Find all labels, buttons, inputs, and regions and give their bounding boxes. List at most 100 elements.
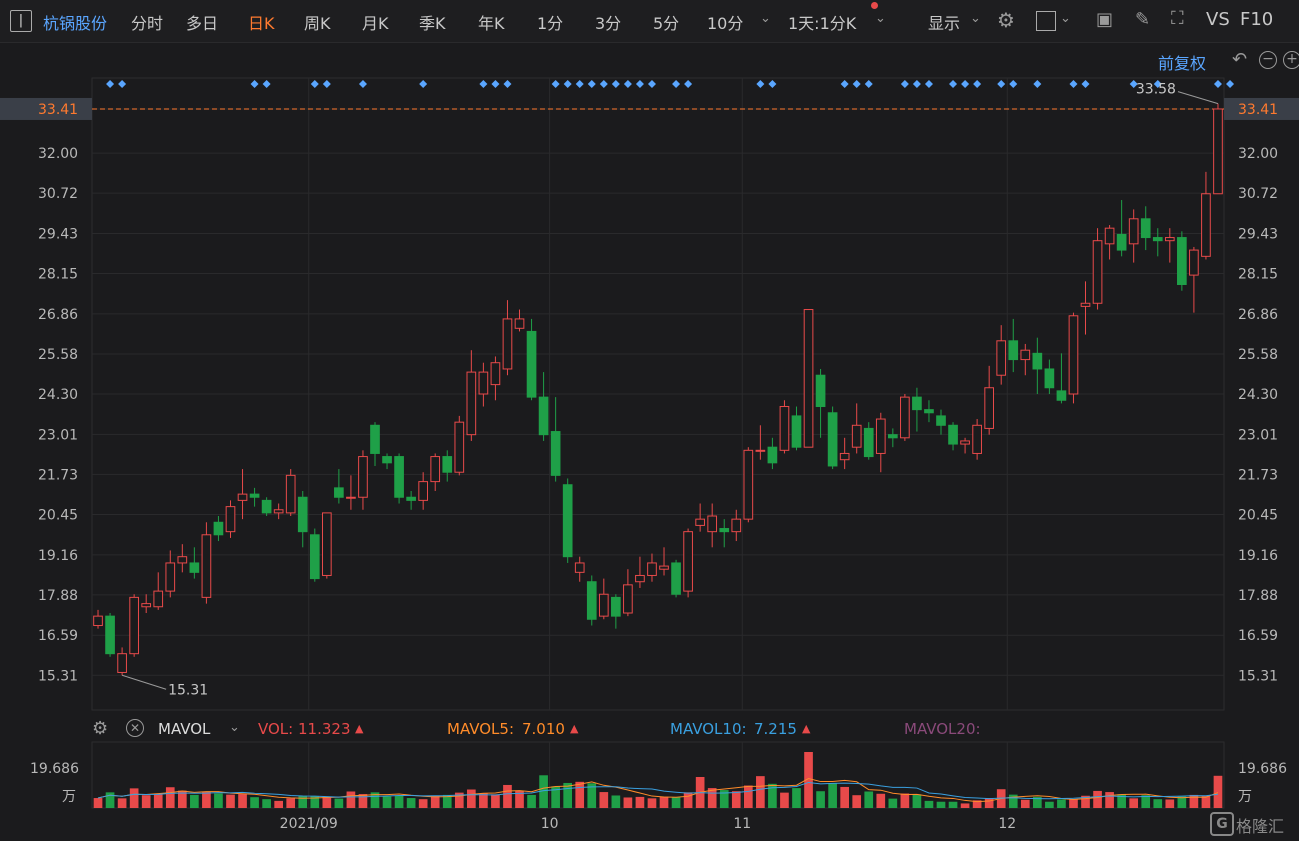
volume-bar <box>334 798 344 808</box>
volume-bar <box>539 775 548 808</box>
indicator-name[interactable]: MAVOL <box>158 720 211 738</box>
volume-bar <box>780 792 789 808</box>
mavol20-label: MAVOL20: <box>904 720 981 738</box>
zoom-out-icon[interactable]: − <box>1259 51 1277 69</box>
candle-body <box>93 615 103 627</box>
camera-icon[interactable]: ▣ <box>1096 9 1114 30</box>
chevron-down-icon[interactable]: ⌄ <box>970 11 981 26</box>
tab-1min[interactable]: 1分 <box>537 14 564 33</box>
volume-bar <box>984 798 994 808</box>
tab-multi-day[interactable]: 多日 <box>186 14 219 33</box>
tab-weekly-k[interactable]: 周K <box>304 14 331 33</box>
volume-bar <box>310 796 320 808</box>
candle-body <box>153 590 164 608</box>
f10-button[interactable]: F10 <box>1240 9 1274 30</box>
volume-bar <box>840 786 849 808</box>
display-dropdown[interactable]: 显示 <box>928 14 961 33</box>
y-tick-label-right: 33.41 <box>1238 102 1278 118</box>
chevron-down-icon[interactable]: ⌄ <box>875 11 886 26</box>
volume-bar <box>298 795 308 808</box>
panel-toggle-icon[interactable]: | <box>10 10 32 32</box>
signal-diamond <box>491 80 500 88</box>
mavol5-label: MAVOL5: <box>447 720 515 738</box>
x-tick-label: 11 <box>733 816 751 832</box>
vs-button[interactable]: VS <box>1206 9 1230 30</box>
adjust-mode[interactable]: 前复权 <box>1158 54 1207 73</box>
volume-bar <box>165 787 175 808</box>
volume-bar <box>274 800 283 808</box>
volume-bar <box>153 793 163 808</box>
close-icon[interactable]: ✕ <box>126 719 144 737</box>
candle-body <box>755 449 766 452</box>
period-select[interactable]: 1天:1分K <box>788 14 857 33</box>
zoom-in-icon[interactable]: + <box>1283 51 1299 69</box>
fullscreen-icon[interactable]: ⛶ <box>1171 8 1184 29</box>
volume-bar <box>503 784 512 808</box>
candle-body <box>346 496 356 499</box>
gear-icon[interactable]: ⚙ <box>997 8 1015 32</box>
x-tick-label: 10 <box>541 816 559 832</box>
candle-body <box>141 603 152 608</box>
candle-body <box>996 340 1007 376</box>
candle-body <box>936 415 946 426</box>
candle-body <box>562 484 573 558</box>
volume-bar <box>635 796 645 808</box>
candle-body <box>442 456 453 473</box>
signal-diamond <box>563 80 572 88</box>
volume-bar <box>768 783 777 808</box>
tab-5min[interactable]: 5分 <box>653 14 680 33</box>
candle-body <box>261 499 272 514</box>
volume-bar <box>1213 775 1223 808</box>
tab-3min[interactable]: 3分 <box>595 14 622 33</box>
volume-bar <box>912 794 922 808</box>
gear-icon[interactable]: ⚙ <box>92 718 109 739</box>
candle-body <box>285 474 296 514</box>
candle-body <box>189 562 200 573</box>
volume-bar <box>731 791 741 808</box>
signal-diamond <box>768 80 777 88</box>
y-tick-label-right: 23.01 <box>1238 427 1278 443</box>
candle-body <box>1020 349 1031 361</box>
candle-body <box>586 581 597 620</box>
chevron-down-icon[interactable]: ⌄ <box>760 11 771 26</box>
candle-body <box>273 509 284 514</box>
signal-diamond <box>912 80 921 88</box>
signal-diamond <box>997 80 1006 88</box>
volume-bar <box>587 783 597 808</box>
volume-bar <box>1069 799 1078 808</box>
pencil-icon[interactable]: ✎ <box>1135 9 1151 30</box>
signal-diamond <box>1129 80 1138 88</box>
candle-body <box>201 534 212 598</box>
tab-daily-k[interactable]: 日K <box>248 14 275 33</box>
chevron-down-icon[interactable]: ⌄ <box>229 720 240 735</box>
mavol10-line <box>97 781 1219 800</box>
chevron-down-icon[interactable]: ⌄ <box>1060 11 1071 26</box>
candle-body <box>297 496 308 533</box>
volume-bar <box>515 790 524 808</box>
candle-body <box>743 449 754 520</box>
y-tick-label-left: 28.15 <box>38 267 78 283</box>
undo-icon[interactable]: ↶ <box>1232 49 1248 70</box>
volume-bar <box>93 798 103 808</box>
tab-yearly-k[interactable]: 年K <box>478 14 505 33</box>
y-tick-label-right: 30.72 <box>1238 186 1278 202</box>
volume-bar <box>141 795 151 808</box>
candle-body <box>334 487 344 498</box>
volume-bar <box>1165 799 1175 808</box>
tab-10min[interactable]: 10分 <box>707 14 744 33</box>
candle-body <box>526 330 537 398</box>
y-tick-label-right: 21.73 <box>1238 467 1278 483</box>
tab-intraday[interactable]: 分时 <box>131 14 164 33</box>
square-icon[interactable] <box>1036 11 1056 31</box>
volume-bar <box>346 791 356 808</box>
signal-diamond <box>1153 80 1162 88</box>
tab-quarterly-k[interactable]: 季K <box>419 14 446 33</box>
signal-diamond <box>684 80 693 88</box>
tab-monthly-k[interactable]: 月K <box>362 14 389 33</box>
volume-bar <box>563 782 573 808</box>
volume-bar <box>406 798 416 808</box>
watermark-text: 格隆汇 <box>1236 817 1285 836</box>
stock-name[interactable]: 杭锅股份 <box>43 14 108 33</box>
candle-body <box>1152 237 1163 242</box>
